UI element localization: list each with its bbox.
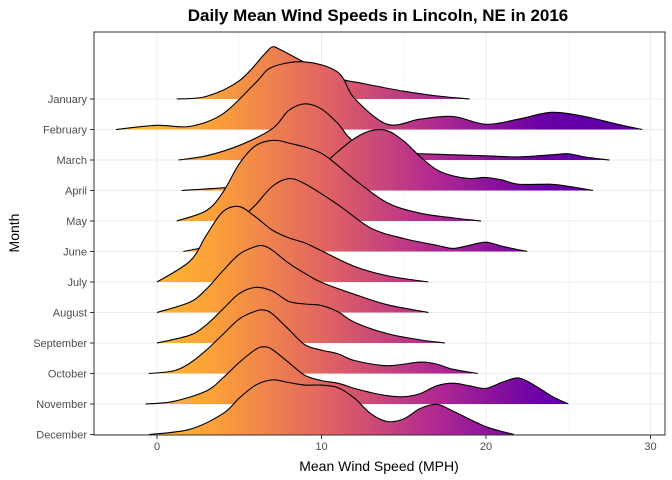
y-tick-label-june: June	[63, 247, 87, 259]
ridge-fill-december	[148, 379, 514, 435]
axes: 0 10 20 30 January February March April May June J…	[33, 94, 656, 453]
y-axis-title: Month	[6, 214, 22, 253]
ridge-line-july	[156, 205, 429, 283]
y-tick-label-december: December	[36, 430, 87, 442]
y-tick-label-march: March	[56, 155, 87, 167]
y-tick-label-september: September	[33, 338, 87, 350]
ridge-line-october	[148, 309, 478, 375]
ridge-line-november	[145, 346, 569, 405]
y-tick-label-may: May	[66, 216, 87, 228]
chart-title: Daily Mean Wind Speeds in Lincoln, NE in…	[188, 6, 569, 25]
ridge-fill-august	[157, 245, 429, 313]
x-tick-label: 20	[480, 441, 492, 453]
ridge-fill-february	[115, 61, 643, 130]
ridge-fill-october	[148, 309, 478, 374]
ridge-fill-april	[181, 129, 593, 191]
ridge-line-september	[156, 286, 445, 344]
y-tick-label-october: October	[48, 369, 87, 381]
ridges	[115, 46, 643, 436]
y-tick-label-january: January	[48, 94, 88, 106]
y-tick-label-july: July	[67, 277, 87, 289]
y-tick-label-august: August	[53, 308, 87, 320]
ridge-fill-july	[157, 206, 429, 282]
ridge-line-december	[148, 379, 515, 436]
x-tick-label: 10	[315, 441, 327, 453]
ridge-line-january	[176, 46, 470, 100]
ridge-line-may	[176, 139, 482, 222]
y-tick-label-april: April	[65, 186, 87, 198]
x-tick-label: 30	[644, 441, 656, 453]
panel-border	[93, 31, 666, 436]
x-axis-title: Mean Wind Speed (MPH)	[299, 458, 459, 474]
ridge-fill-may	[176, 140, 482, 221]
y-tick-label-november: November	[36, 399, 87, 411]
ridge-line-august	[156, 244, 429, 314]
y-tick-label-february: February	[43, 125, 88, 137]
ridge-line-february	[115, 61, 643, 131]
x-tick-label: 0	[154, 441, 160, 453]
